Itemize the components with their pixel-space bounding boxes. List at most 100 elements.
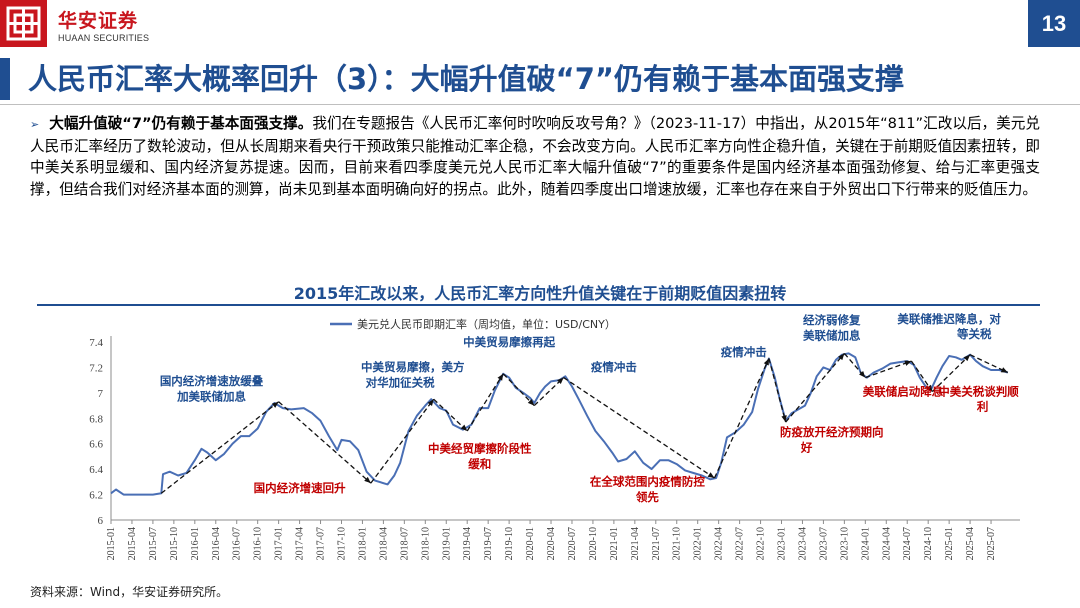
logo-text-cn: 华安证券 xyxy=(58,10,139,32)
chart-annotation: 国内经济增速回升 xyxy=(254,481,346,495)
legend-label: 美元兑人民币即期汇率（周均值，单位：USD/CNY） xyxy=(357,317,616,331)
trend-arrowhead xyxy=(707,472,715,479)
chart-annotation: 加美联储加息 xyxy=(176,389,246,403)
chart-annotation: 利 xyxy=(976,400,989,414)
x-tick-label: 2021-04 xyxy=(630,527,641,560)
x-tick-label: 2025-07 xyxy=(986,527,997,560)
x-tick-label: 2018-04 xyxy=(378,527,389,560)
y-tick-label: 7.4 xyxy=(89,337,103,349)
trend-dashed-line xyxy=(466,373,504,432)
trend-dashed-line xyxy=(160,401,280,494)
trend-arrowhead xyxy=(1000,367,1008,373)
x-tick-label: 2018-01 xyxy=(357,527,368,560)
trend-arrowhead xyxy=(904,360,912,366)
chart-annotation: 在全球范围内疫情防控 xyxy=(590,475,705,489)
paragraph-lead: 大幅升值破“7”仍有赖于基本面强支撑。 xyxy=(49,115,313,132)
x-tick-label: 2023-04 xyxy=(797,527,808,560)
trend-dashed-line xyxy=(865,360,912,379)
chart-annotation: 领先 xyxy=(635,490,659,504)
y-tick-label: 6 xyxy=(98,515,104,527)
chart-annotation: 好 xyxy=(800,440,813,454)
x-tick-label: 2016-07 xyxy=(232,527,243,560)
trend-arrowhead xyxy=(427,399,434,407)
chart-annotation: 中美关税谈判顺 xyxy=(938,384,1019,398)
y-tick-label: 7 xyxy=(98,388,104,400)
chart-annotation: 中美经贸摩擦阶段性 xyxy=(428,442,532,456)
trend-dashed-line xyxy=(433,398,468,432)
chart-annotation: 美联储加息 xyxy=(803,328,861,342)
chart-annotation: 国内经济增速放缓叠 xyxy=(160,374,264,388)
y-tick-label: 6.4 xyxy=(89,464,103,476)
chart-annotation: 等关税 xyxy=(956,327,992,341)
chart-annotation: 中美贸易摩擦再起 xyxy=(463,335,555,349)
chart-annotation: 疫情冲击 xyxy=(721,345,767,359)
x-tick-label: 2017-10 xyxy=(336,527,347,560)
summary-paragraph: ➢ 大幅升值破“7”仍有赖于基本面强支撑。我们在专题报告《人民币汇率何时吹响反攻号… xyxy=(30,113,1040,200)
x-tick-label: 2022-01 xyxy=(693,527,704,560)
x-tick-label: 2020-07 xyxy=(567,527,578,560)
x-tick-label: 2019-07 xyxy=(483,527,494,560)
trend-arrowhead xyxy=(859,370,866,378)
trend-arrowhead xyxy=(781,415,787,423)
x-tick-label: 2015-10 xyxy=(169,527,180,560)
trend-arrowhead xyxy=(364,476,371,484)
chart-annotation: 对华加征关税 xyxy=(366,376,435,390)
logo-mark xyxy=(0,0,47,47)
bullet-arrow-icon: ➢ xyxy=(30,118,40,131)
chart-annotation: 经济弱修复 xyxy=(803,313,861,327)
trend-dashed-line xyxy=(969,354,1009,374)
trend-dashed-line xyxy=(713,358,770,479)
x-tick-label: 2024-07 xyxy=(902,527,913,560)
chart-title: 2015年汇改以来，人民币汇率方向性升值关键在于前期贬值因素扭转 xyxy=(293,284,787,303)
trend-arrowhead xyxy=(926,384,933,392)
x-tick-label: 2021-10 xyxy=(672,527,683,560)
x-tick-label: 2021-01 xyxy=(609,527,620,560)
x-tick-label: 2021-07 xyxy=(651,527,662,560)
trend-dashed-line xyxy=(370,398,435,484)
trend-dashed-line xyxy=(910,360,933,392)
chart-annotation: 中美贸易摩擦，美方 xyxy=(361,360,465,374)
x-tick-label: 2022-07 xyxy=(735,527,746,560)
x-tick-label: 2023-01 xyxy=(777,527,788,560)
trend-arrowhead xyxy=(763,358,769,366)
y-tick-label: 7.2 xyxy=(89,362,103,374)
chart-annotation: 防疫放开经济预期向 xyxy=(780,425,884,439)
exchange-rate-chart: 6 6.2 6.4 6.6 6.8 7 7.2 7.4 2015-01 2015-04 2015-0… xyxy=(89,312,1020,560)
x-tick-label: 2016-10 xyxy=(253,527,264,560)
x-tick-label: 2022-10 xyxy=(756,527,767,560)
chart-annotation: 缓和 xyxy=(468,457,491,471)
x-tick-label: 2017-04 xyxy=(295,527,306,560)
x-tick-label: 2022-04 xyxy=(714,527,725,560)
page-number: 13 xyxy=(1028,0,1080,47)
x-tick-label: 2015-07 xyxy=(148,527,159,560)
trend-arrowhead xyxy=(271,401,279,408)
trend-arrowhead xyxy=(460,424,468,431)
page-title: 人民币汇率大概率回升（3）：大幅升值破“7”仍有赖于基本面强支撑 xyxy=(28,62,904,96)
x-tick-label: 2024-01 xyxy=(860,527,871,560)
x-tick-label: 2019-01 xyxy=(441,527,452,560)
x-tick-label: 2024-10 xyxy=(923,527,934,560)
chart-title-rule xyxy=(37,304,1040,306)
trend-dashed-line xyxy=(931,354,971,393)
title-accent-bar xyxy=(0,58,10,100)
x-tick-label: 2020-10 xyxy=(588,527,599,560)
trend-dashed-line xyxy=(785,353,845,423)
x-tick-label: 2023-07 xyxy=(818,527,829,560)
x-tick-label: 2024-04 xyxy=(881,527,892,560)
x-tick-label: 2023-10 xyxy=(839,527,850,560)
trend-dashed-line xyxy=(768,358,787,423)
trend-dashed-line xyxy=(278,401,372,484)
x-tick-label: 2020-01 xyxy=(525,527,536,560)
trend-arrowhead xyxy=(557,377,564,385)
x-tick-label: 2017-01 xyxy=(274,527,285,560)
y-tick-label: 6.8 xyxy=(89,413,103,425)
x-tick-label: 2018-10 xyxy=(420,527,431,560)
x-tick-label: 2025-01 xyxy=(944,527,955,560)
logo-text-en: HUAAN SECURITIES xyxy=(58,33,150,43)
x-tick-label: 2017-07 xyxy=(316,527,327,560)
trend-dashed-line xyxy=(563,377,715,479)
trend-arrowhead xyxy=(497,373,504,381)
chart-annotation: 美联储启动降息 xyxy=(863,384,944,398)
x-tick-label: 2019-04 xyxy=(462,527,473,560)
x-tick-label: 2025-04 xyxy=(965,527,976,560)
